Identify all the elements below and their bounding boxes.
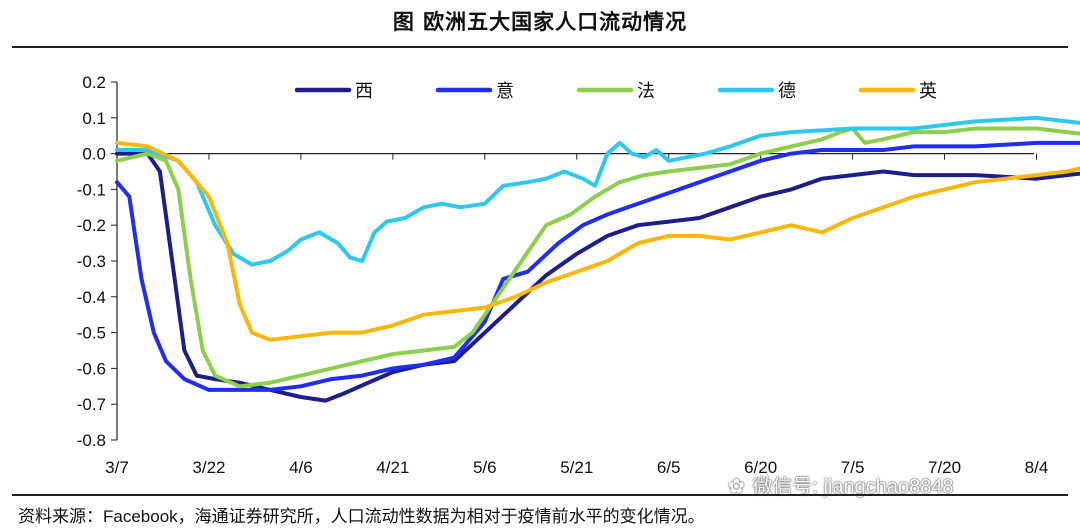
y-tick-label: -0.1 [77,180,106,199]
x-tick-label: 3/7 [105,458,129,477]
series-line-3 [115,126,1080,389]
chart-series [115,115,1080,403]
x-tick-label: 5/21 [560,458,593,477]
y-tick-label: -0.7 [77,395,106,414]
legend-label: 英 [919,81,937,102]
watermark-text: 微信号: jiangchao8848 [752,476,954,498]
chart-legend: 西意法德英 [294,81,937,102]
y-tick-label: -0.3 [77,252,106,271]
wechat-icon: ✿ [728,476,745,498]
y-tick-label: 0.1 [82,109,106,128]
x-tick-label: 3/22 [192,458,225,477]
y-tick-label: -0.8 [77,431,106,450]
y-tick-label: 0.2 [82,73,106,92]
y-tick-label: -0.5 [77,324,106,343]
source-prefix: 资料来源： [18,507,103,527]
y-tick-label: -0.4 [77,288,106,307]
series-line-1 [115,151,1080,403]
line-chart: 0.2 0.1 0.0 -0.1 -0.2 -0.3 -0.4 -0.5 -0.6 -0.7 -0.… [77,73,1080,477]
x-tick-label: 7/20 [928,458,961,477]
x-tick-label: 6/5 [657,458,681,477]
series-line-4 [115,115,1080,267]
series-line-5 [115,140,1080,342]
x-tick-label: 8/4 [1025,458,1049,477]
legend-label: 法 [637,81,655,102]
x-tick-label: 5/6 [473,458,497,477]
x-tick-label: 4/21 [376,458,409,477]
legend-label: 德 [778,81,796,102]
y-tick-label: -0.2 [77,216,106,235]
source-note: 资料来源：Facebook，海通证券研究所，人口流动性数据为相对于疫情前水平的变… [18,502,705,527]
title-divider [12,46,1068,48]
x-tick-label: 7/5 [841,458,865,477]
chart-title: 图 欧洲五大国家人口流动情况 [392,9,688,34]
y-tick-label: 0.0 [82,145,106,164]
legend-label: 意 [496,81,514,102]
y-tick-label: -0.6 [77,359,106,378]
x-tick-label: 6/20 [744,458,777,477]
legend-label: 西 [355,81,373,102]
series-line-2 [115,140,1080,392]
source-suffix: ，海通证券研究所，人口流动性数据为相对于疫情前水平的变化情况。 [177,507,705,527]
chart-axes: 0.2 0.1 0.0 -0.1 -0.2 -0.3 -0.4 -0.5 -0.6 -0.7 -0.… [77,73,1049,477]
watermark: ✿ 微信号: jiangchao8848 [728,470,954,499]
source-brand: Facebook [103,507,178,526]
source-divider [12,494,1068,496]
x-tick-label: 4/6 [289,458,313,477]
